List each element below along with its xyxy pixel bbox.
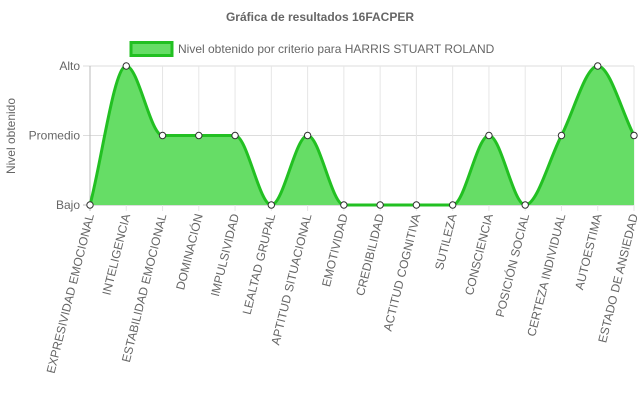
data-point-11[interactable] bbox=[448, 201, 457, 209]
y-tick-label: Alto bbox=[59, 59, 80, 73]
data-point-5[interactable] bbox=[231, 131, 239, 140]
legend-swatch bbox=[129, 41, 174, 57]
data-point-2[interactable] bbox=[122, 62, 130, 70]
data-point-3[interactable] bbox=[158, 131, 167, 140]
data-point-13[interactable] bbox=[521, 201, 529, 209]
x-axis-ticks: EXPRESIVIDAD EMOCIONAL INTELIGENCIAESTABI… bbox=[44, 212, 639, 375]
data-point-6[interactable] bbox=[267, 201, 276, 209]
data-point-14[interactable] bbox=[557, 131, 566, 140]
y-axis-label: Nivel obtenido bbox=[4, 98, 18, 174]
data-point-12[interactable] bbox=[485, 131, 493, 140]
y-tick-label: Bajo bbox=[56, 198, 80, 212]
data-point-7[interactable] bbox=[303, 131, 312, 140]
data-point-4[interactable] bbox=[195, 131, 203, 140]
plot-area bbox=[88, 64, 636, 207]
x-tick-label: EXPRESIVIDAD EMOCIONAL bbox=[44, 212, 97, 375]
legend[interactable]: Nivel obtenido por criterio para HARRIS … bbox=[129, 41, 495, 57]
data-point-15[interactable] bbox=[594, 62, 602, 70]
x-tick-label: POSICIÓN SOCIAL bbox=[492, 212, 532, 319]
x-tick-label: APTITUD SITUACIONAL bbox=[268, 212, 314, 346]
x-tick-label: CONSCIENCIA bbox=[462, 212, 496, 296]
data-point-9[interactable] bbox=[376, 201, 384, 209]
x-tick-label: AUTOESTIMA bbox=[572, 212, 604, 291]
x-tick-label: SUTILEZA bbox=[432, 212, 459, 271]
x-tick-label: LEALTAD GRUPAL bbox=[240, 212, 279, 316]
data-point-16[interactable] bbox=[630, 131, 638, 140]
x-tick-label: CREDIBILIDAD bbox=[353, 212, 387, 297]
x-tick-label: CERTEZA INDIVIDUAL bbox=[524, 212, 568, 338]
x-tick-label: DOMINACIÓN bbox=[172, 212, 205, 291]
data-point-10[interactable] bbox=[412, 201, 421, 209]
x-tick-label: ACTITUD COGNITIVA bbox=[381, 212, 424, 332]
data-point-1[interactable] bbox=[86, 201, 94, 209]
x-tick-label: ESTADO DE ANSIEDAD bbox=[595, 212, 639, 344]
series-line bbox=[88, 64, 636, 207]
legend-label: Nivel obtenido por criterio para HARRIS … bbox=[178, 42, 495, 56]
x-tick-label: INTELIGENCIA bbox=[99, 212, 133, 296]
series-area-fill bbox=[90, 66, 634, 205]
x-tick-label: EMOTIVIDAD bbox=[319, 212, 351, 288]
y-axis-ticks: Bajo Promedio Alto bbox=[29, 59, 81, 212]
y-tick-label: Promedio bbox=[29, 129, 81, 143]
x-tick-label: IMPULSIVIDAD bbox=[208, 212, 242, 298]
chart-title: Gráfica de resultados 16FACPER bbox=[226, 10, 414, 24]
data-points bbox=[86, 62, 638, 209]
data-point-8[interactable] bbox=[340, 201, 348, 209]
